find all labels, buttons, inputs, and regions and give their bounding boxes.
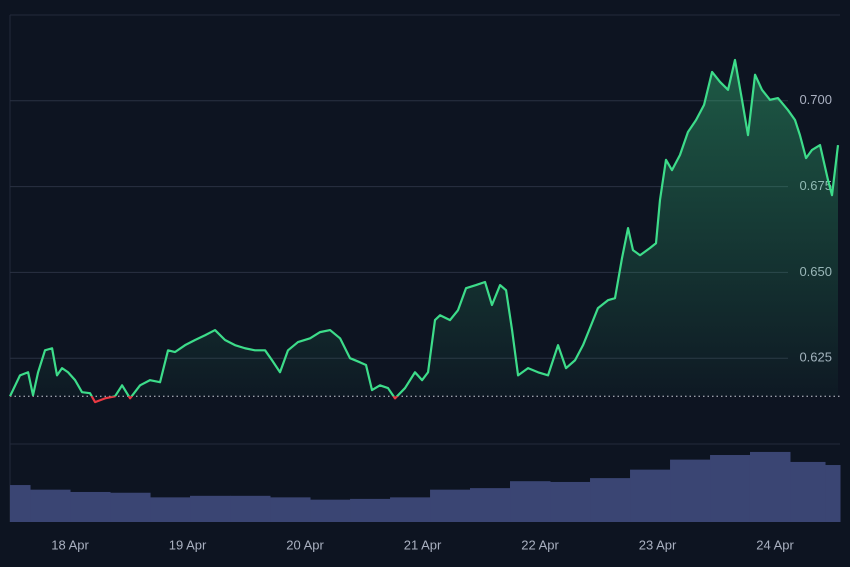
x-tick-label: 19 Apr [169,537,207,552]
volume-bar [510,481,551,522]
x-tick-label: 20 Apr [286,537,324,552]
x-tick-label: 24 Apr [756,537,794,552]
volume-bar [350,498,391,522]
volume-bar [230,495,271,522]
volume-bar [825,465,841,522]
x-tick-label: 18 Apr [51,537,89,552]
x-tick-label: 23 Apr [639,537,677,552]
volume-bar [749,451,791,522]
price-area [10,59,839,397]
volume-bar [270,497,311,522]
volume-bar [310,499,351,522]
x-tick-label: 22 Apr [521,537,559,552]
volume-bar [430,489,471,522]
volume-bar [390,497,431,522]
volume-bar [190,495,231,522]
volume-bar [70,491,111,522]
volume-bar [150,497,191,522]
volume-bar [550,481,591,522]
x-tick-label: 21 Apr [404,537,442,552]
price-line [9,58,840,397]
volume-bar [590,478,631,522]
volume-bar [110,492,151,522]
volume-bar [630,469,671,522]
volume-bar [670,459,711,522]
y-tick-label: 0.700 [799,92,832,107]
volume-bar [30,489,71,522]
volume-bar [790,461,826,522]
volume-bar [470,488,511,522]
volume-bar [710,455,751,522]
volume-bar [10,485,31,522]
